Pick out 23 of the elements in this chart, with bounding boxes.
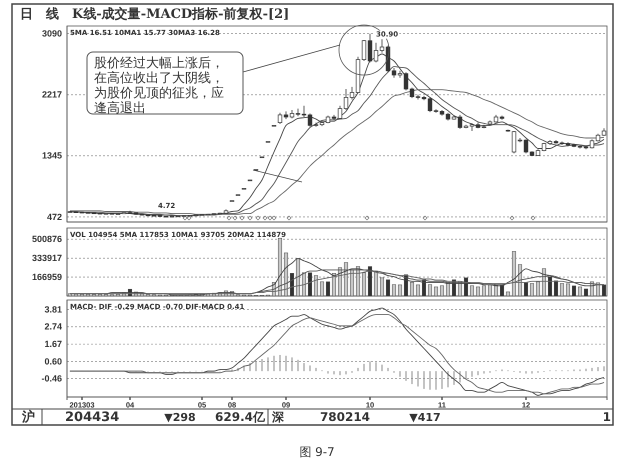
- y-tick-label: 166959: [32, 272, 62, 282]
- y-tick-label: 3.81: [44, 304, 62, 314]
- text: 1: [602, 410, 611, 424]
- y-tick-label: 333917: [32, 253, 62, 264]
- text: 深: [271, 410, 285, 424]
- y-tick-label: 472: [46, 212, 62, 222]
- text: 沪: [21, 409, 35, 425]
- y-tick-label: 1.67: [44, 339, 62, 350]
- y-tick-label: -0.46: [41, 373, 62, 384]
- annotation: 股价经过大幅上涨后，在高位收出了大阴线，为股价见顶的征兆，应逢高退出: [94, 56, 224, 116]
- y-tick-label: 2.74: [44, 322, 62, 332]
- text: 780214: [320, 410, 370, 424]
- y-tick-label: 0.60: [44, 356, 62, 366]
- text: ▼298: [164, 411, 196, 424]
- caption: 图 9-7: [299, 445, 335, 459]
- chart-title: 日 线 K线-成交量-MACD指标-前复权-[2]: [20, 6, 290, 22]
- text: 204434: [65, 410, 120, 425]
- y-tick-label: 500876: [32, 234, 62, 244]
- text: ▼417: [409, 411, 441, 424]
- y-tick-label: 2217: [42, 90, 62, 100]
- y-tick-label: 3090: [42, 28, 62, 39]
- y-tick-label: 1345: [42, 150, 62, 161]
- text: 629.4亿: [215, 410, 266, 424]
